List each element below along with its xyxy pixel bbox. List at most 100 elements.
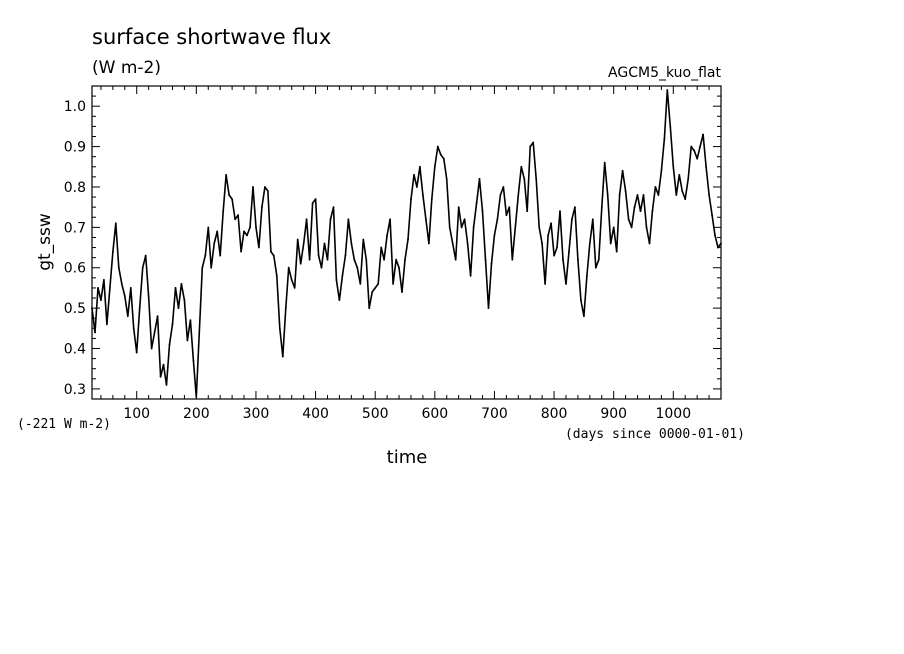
- data-point: [308, 258, 311, 261]
- data-point: [287, 266, 290, 269]
- data-point: [609, 242, 612, 245]
- data-point: [210, 266, 213, 269]
- data-point: [293, 287, 296, 289]
- data-point: [445, 178, 448, 180]
- data-point: [323, 242, 326, 245]
- data-point: [192, 359, 195, 362]
- data-point: [168, 343, 171, 346]
- data-point: [314, 198, 317, 201]
- data-point: [603, 161, 606, 164]
- data-point: [484, 258, 487, 261]
- data-point: [654, 186, 657, 188]
- data-point: [580, 299, 582, 301]
- data-point: [547, 234, 549, 237]
- data-point: [457, 206, 460, 209]
- data-point: [514, 226, 517, 229]
- data-point: [100, 299, 102, 301]
- data-point: [526, 210, 529, 213]
- data-point: [660, 169, 663, 172]
- data-point: [508, 206, 511, 209]
- data-point: [517, 194, 520, 196]
- y-axis-ticks: [92, 85, 721, 400]
- data-point: [383, 258, 385, 261]
- data-point: [639, 210, 642, 213]
- data-point: [252, 186, 254, 188]
- x-tick-label: 900: [600, 406, 627, 422]
- data-point: [627, 218, 630, 221]
- data-point: [615, 250, 618, 253]
- data-point: [442, 157, 445, 160]
- data-point: [231, 198, 234, 201]
- data-point: [538, 226, 541, 229]
- data-point: [577, 258, 579, 261]
- data-point: [267, 190, 269, 192]
- data-point: [705, 165, 707, 168]
- data-point: [687, 178, 690, 180]
- y-tick-label: 0.4: [64, 342, 86, 358]
- x-tick-label: 700: [481, 406, 508, 422]
- y-offset-note: (-221 W m-2): [17, 417, 111, 432]
- data-point: [347, 218, 350, 221]
- data-point: [448, 226, 451, 229]
- data-point: [487, 307, 490, 309]
- data-point: [374, 287, 377, 289]
- data-point: [103, 279, 105, 281]
- data-point: [532, 141, 535, 144]
- data-point: [490, 262, 493, 265]
- data-point: [666, 89, 669, 91]
- data-point: [281, 355, 284, 358]
- data-point: [436, 145, 439, 148]
- data-point: [669, 125, 672, 128]
- data-point: [216, 230, 219, 233]
- data-point: [255, 226, 257, 229]
- data-point: [97, 287, 99, 289]
- data-point: [135, 351, 138, 354]
- data-point: [529, 145, 532, 148]
- data-point: [305, 218, 308, 221]
- data-point: [290, 279, 293, 281]
- plot-frame: [91, 85, 722, 400]
- data-point: [410, 198, 412, 201]
- y-tick-label: 0.5: [64, 301, 86, 317]
- data-point: [499, 194, 502, 196]
- data-point: [180, 283, 183, 285]
- data-point: [356, 266, 359, 269]
- run-label: AGCM5_kuo_flat: [608, 65, 721, 81]
- data-point: [594, 266, 597, 269]
- data-point: [114, 222, 117, 225]
- data-point: [317, 254, 320, 257]
- data-point: [270, 250, 272, 253]
- data-point: [94, 331, 96, 334]
- data-point: [690, 145, 693, 148]
- data-point: [264, 186, 266, 188]
- data-point: [636, 194, 639, 196]
- data-point: [234, 218, 237, 221]
- chart-title: surface shortwave flux: [92, 25, 331, 49]
- data-point: [583, 315, 585, 318]
- data-point: [377, 283, 380, 285]
- data-point: [177, 307, 180, 309]
- data-point: [123, 295, 126, 297]
- data-point: [422, 194, 424, 196]
- data-point: [126, 315, 129, 318]
- data-point: [413, 174, 415, 176]
- data-point: [141, 266, 144, 269]
- x-tick-label: 300: [243, 406, 270, 422]
- data-point: [520, 165, 523, 168]
- y-tick-label: 0.7: [64, 220, 86, 236]
- y-axis-label: gt_ssw: [35, 213, 55, 271]
- data-point: [159, 375, 162, 378]
- data-point: [419, 165, 421, 168]
- data-point: [451, 242, 454, 245]
- data-point: [350, 242, 353, 245]
- x-tick-label: 400: [302, 406, 329, 422]
- data-point: [541, 242, 543, 245]
- data-point: [144, 254, 147, 257]
- data-point: [642, 194, 645, 196]
- data-point: [502, 186, 505, 188]
- data-point: [568, 250, 570, 253]
- data-point: [597, 258, 600, 261]
- data-point: [183, 299, 186, 301]
- data-point: [624, 190, 627, 192]
- data-point: [219, 254, 222, 257]
